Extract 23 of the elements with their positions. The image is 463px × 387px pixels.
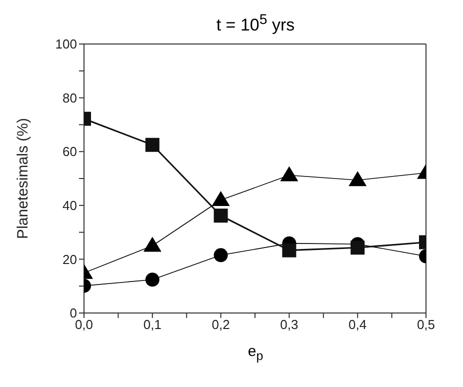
point [212, 191, 230, 206]
y-tick-label: 80 [62, 90, 77, 106]
x-axis-title: e$_{p}$ [246, 343, 264, 363]
point [282, 243, 296, 258]
chart-title: t = 10$^{5}$ yrs [215, 12, 296, 36]
point [143, 236, 162, 252]
y-tick-label: 100 [55, 36, 77, 52]
y-tick-label: 0 [70, 306, 77, 321]
x-tick-label: 0,2 [212, 317, 230, 332]
point [214, 248, 228, 262]
x-tick-label: 0,4 [348, 317, 367, 332]
point [214, 208, 228, 223]
x-tick-label: 0,5 [416, 317, 436, 332]
y-axis-title: Planetesimals (%) [14, 118, 32, 239]
point [145, 138, 160, 152]
y-tick-label: 20 [62, 252, 77, 267]
x-tick-label: 0,3 [280, 317, 298, 332]
point [145, 272, 160, 287]
x-tick-label: 0,0 [74, 317, 94, 332]
x-tick-label: 0,1 [143, 317, 162, 332]
point [280, 166, 298, 182]
y-tick-label: 60 [62, 144, 77, 160]
y-tick-label: 40 [62, 198, 77, 214]
